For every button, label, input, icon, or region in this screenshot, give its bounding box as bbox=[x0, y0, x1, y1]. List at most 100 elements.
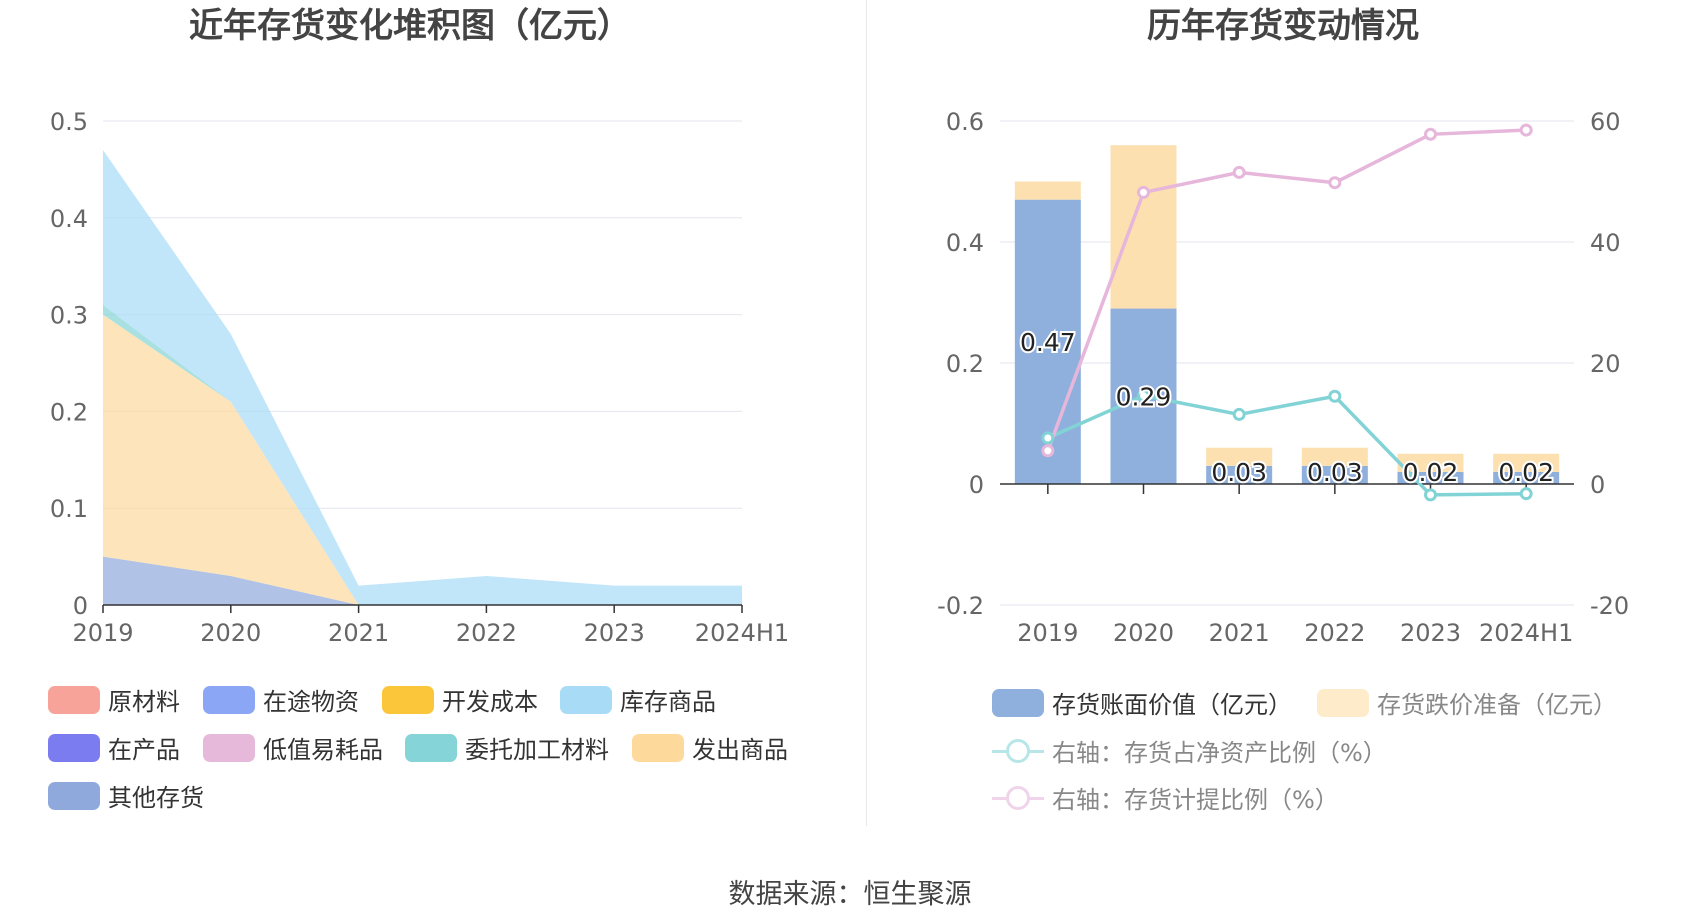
area-series bbox=[103, 150, 742, 606]
bar-book-value bbox=[1301, 465, 1368, 484]
legend-swatch bbox=[405, 733, 457, 762]
legend-swatch bbox=[560, 685, 612, 714]
y2-tick-label: -20 bbox=[1590, 592, 1629, 620]
bar-impairment-provision bbox=[1206, 447, 1273, 466]
legend-label: 原材料 bbox=[108, 688, 180, 716]
legend-swatch bbox=[48, 733, 100, 762]
x-tick-label: 2022 bbox=[456, 619, 517, 647]
legend-swatch bbox=[48, 685, 100, 714]
legend-swatch bbox=[992, 688, 1044, 717]
legend-item-goods-shipped[interactable]: 发出商品 bbox=[632, 730, 788, 765]
area-series bbox=[103, 314, 742, 605]
inventory-bar-line-chart: -0.2 0 0.2 0.4 0.6 -20 0 20 40 60 2019 2020 2021 2022… bbox=[937, 108, 1629, 647]
bar-value-label: 0.29 bbox=[1116, 382, 1172, 411]
line-point bbox=[1424, 488, 1437, 502]
line-point bbox=[1041, 444, 1055, 458]
legend-swatch bbox=[203, 685, 255, 714]
bar-value-label: 0.03 bbox=[1211, 458, 1267, 487]
legend-swatch bbox=[203, 733, 255, 762]
legend-label: 库存商品 bbox=[620, 688, 716, 716]
legend-label: 开发成本 bbox=[442, 688, 538, 716]
legend-swatch bbox=[1317, 688, 1369, 717]
legend-label: 在产品 bbox=[108, 736, 180, 764]
legend-label: 发出商品 bbox=[692, 736, 788, 764]
legend-item-provision-ratio[interactable]: 右轴：存货计提比例（%） bbox=[992, 780, 1339, 815]
bar-value-label: 0.02 bbox=[1403, 458, 1459, 487]
legend-item-low-value-consumables[interactable]: 低值易耗品 bbox=[203, 730, 383, 765]
legend-item-work-in-progress[interactable]: 在产品 bbox=[48, 730, 180, 765]
bar-value-label: 0.47 bbox=[1020, 328, 1076, 357]
x-tick-label: 2024H1 bbox=[695, 619, 789, 647]
line-point bbox=[1137, 185, 1150, 199]
legend-item-goods-in-transit[interactable]: 在途物资 bbox=[203, 682, 359, 717]
left-chart-title: 近年存货变化堆积图（亿元） bbox=[189, 6, 631, 46]
legend-item-book-value[interactable]: 存货账面价值（亿元） bbox=[992, 685, 1292, 720]
bar-book-value bbox=[1493, 471, 1560, 484]
legend-item-other-inventory[interactable]: 其他存货 bbox=[48, 778, 204, 813]
legend-line-marker bbox=[992, 737, 1044, 765]
x-tick-label: 2024H1 bbox=[1479, 619, 1573, 647]
y-tick-label: 0.6 bbox=[946, 108, 984, 136]
x-tick-label: 2023 bbox=[584, 619, 645, 647]
y2-tick-label: 20 bbox=[1590, 350, 1621, 378]
line-point bbox=[1519, 123, 1533, 137]
stacked-area-chart: 0 0.1 0.2 0.3 0.4 0.5 2019 2020 2021 2022 2023 2024… bbox=[50, 108, 789, 647]
y-tick-label: 0.4 bbox=[50, 205, 88, 233]
legend-label: 存货跌价准备（亿元） bbox=[1377, 691, 1617, 719]
line-point bbox=[1232, 407, 1246, 421]
x-tick-label: 2019 bbox=[1017, 619, 1078, 647]
legend-label: 委托加工材料 bbox=[465, 736, 609, 764]
legend-label: 右轴：存货占净资产比例（%） bbox=[1052, 739, 1387, 767]
right-chart-title: 历年存货变动情况 bbox=[1147, 6, 1419, 46]
line-point bbox=[1041, 431, 1055, 445]
legend-swatch bbox=[632, 733, 684, 762]
y-tick-label: 0.2 bbox=[50, 398, 88, 426]
y-tick-label: 0.4 bbox=[946, 229, 984, 257]
legend-item-net-asset-ratio[interactable]: 右轴：存货占净资产比例（%） bbox=[992, 733, 1387, 768]
legend-swatch bbox=[48, 781, 100, 810]
x-tick-label: 2020 bbox=[200, 619, 261, 647]
bar-impairment-provision bbox=[1397, 453, 1464, 472]
legend-item-finished-goods[interactable]: 库存商品 bbox=[560, 682, 716, 717]
legend-item-raw-materials[interactable]: 原材料 bbox=[48, 682, 180, 717]
legend-label: 右轴：存货计提比例（%） bbox=[1052, 786, 1339, 814]
legend-label: 低值易耗品 bbox=[263, 736, 383, 764]
y-tick-label: 0 bbox=[73, 592, 88, 620]
line-net-asset-ratio bbox=[1047, 393, 1527, 497]
line-point bbox=[1232, 165, 1246, 179]
bar-book-value bbox=[1397, 471, 1464, 484]
line-provision-ratio bbox=[1046, 128, 1527, 452]
legend-label: 在途物资 bbox=[263, 688, 359, 716]
x-tick-label: 2023 bbox=[1400, 619, 1461, 647]
line-point bbox=[1328, 176, 1342, 190]
legend-item-development-cost[interactable]: 开发成本 bbox=[382, 682, 538, 717]
line-point bbox=[1424, 127, 1437, 141]
bar-impairment-provision bbox=[1493, 453, 1560, 472]
line-point bbox=[1328, 389, 1342, 403]
y2-tick-label: 40 bbox=[1590, 229, 1621, 257]
y2-tick-label: 0 bbox=[1590, 471, 1605, 499]
x-tick-label: 2022 bbox=[1304, 619, 1365, 647]
y-tick-label: 0.5 bbox=[50, 108, 88, 136]
x-tick-label: 2019 bbox=[72, 619, 133, 647]
data-source-note: 数据来源：恒生聚源 bbox=[728, 879, 972, 910]
bar-impairment-provision bbox=[1110, 145, 1177, 309]
area-series bbox=[103, 556, 742, 605]
legend-label: 存货账面价值（亿元） bbox=[1052, 691, 1292, 719]
line-point bbox=[1519, 487, 1533, 501]
y-tick-label: -0.2 bbox=[937, 592, 984, 620]
legend-item-consigned-processing[interactable]: 委托加工材料 bbox=[405, 730, 609, 765]
legend-label: 其他存货 bbox=[108, 784, 204, 812]
x-tick-label: 2020 bbox=[1113, 619, 1174, 647]
legend-line-marker bbox=[992, 784, 1044, 812]
line-point bbox=[1137, 389, 1150, 403]
bar-impairment-provision bbox=[1014, 181, 1081, 200]
legend-item-impairment-provision[interactable]: 存货跌价准备（亿元） bbox=[1317, 685, 1617, 720]
panel-divider bbox=[866, 0, 867, 826]
bar-value-label: 0.03 bbox=[1307, 458, 1363, 487]
y-tick-label: 0.1 bbox=[50, 495, 88, 523]
y-tick-label: 0 bbox=[969, 471, 984, 499]
y2-tick-label: 60 bbox=[1590, 108, 1621, 136]
x-tick-label: 2021 bbox=[328, 619, 389, 647]
